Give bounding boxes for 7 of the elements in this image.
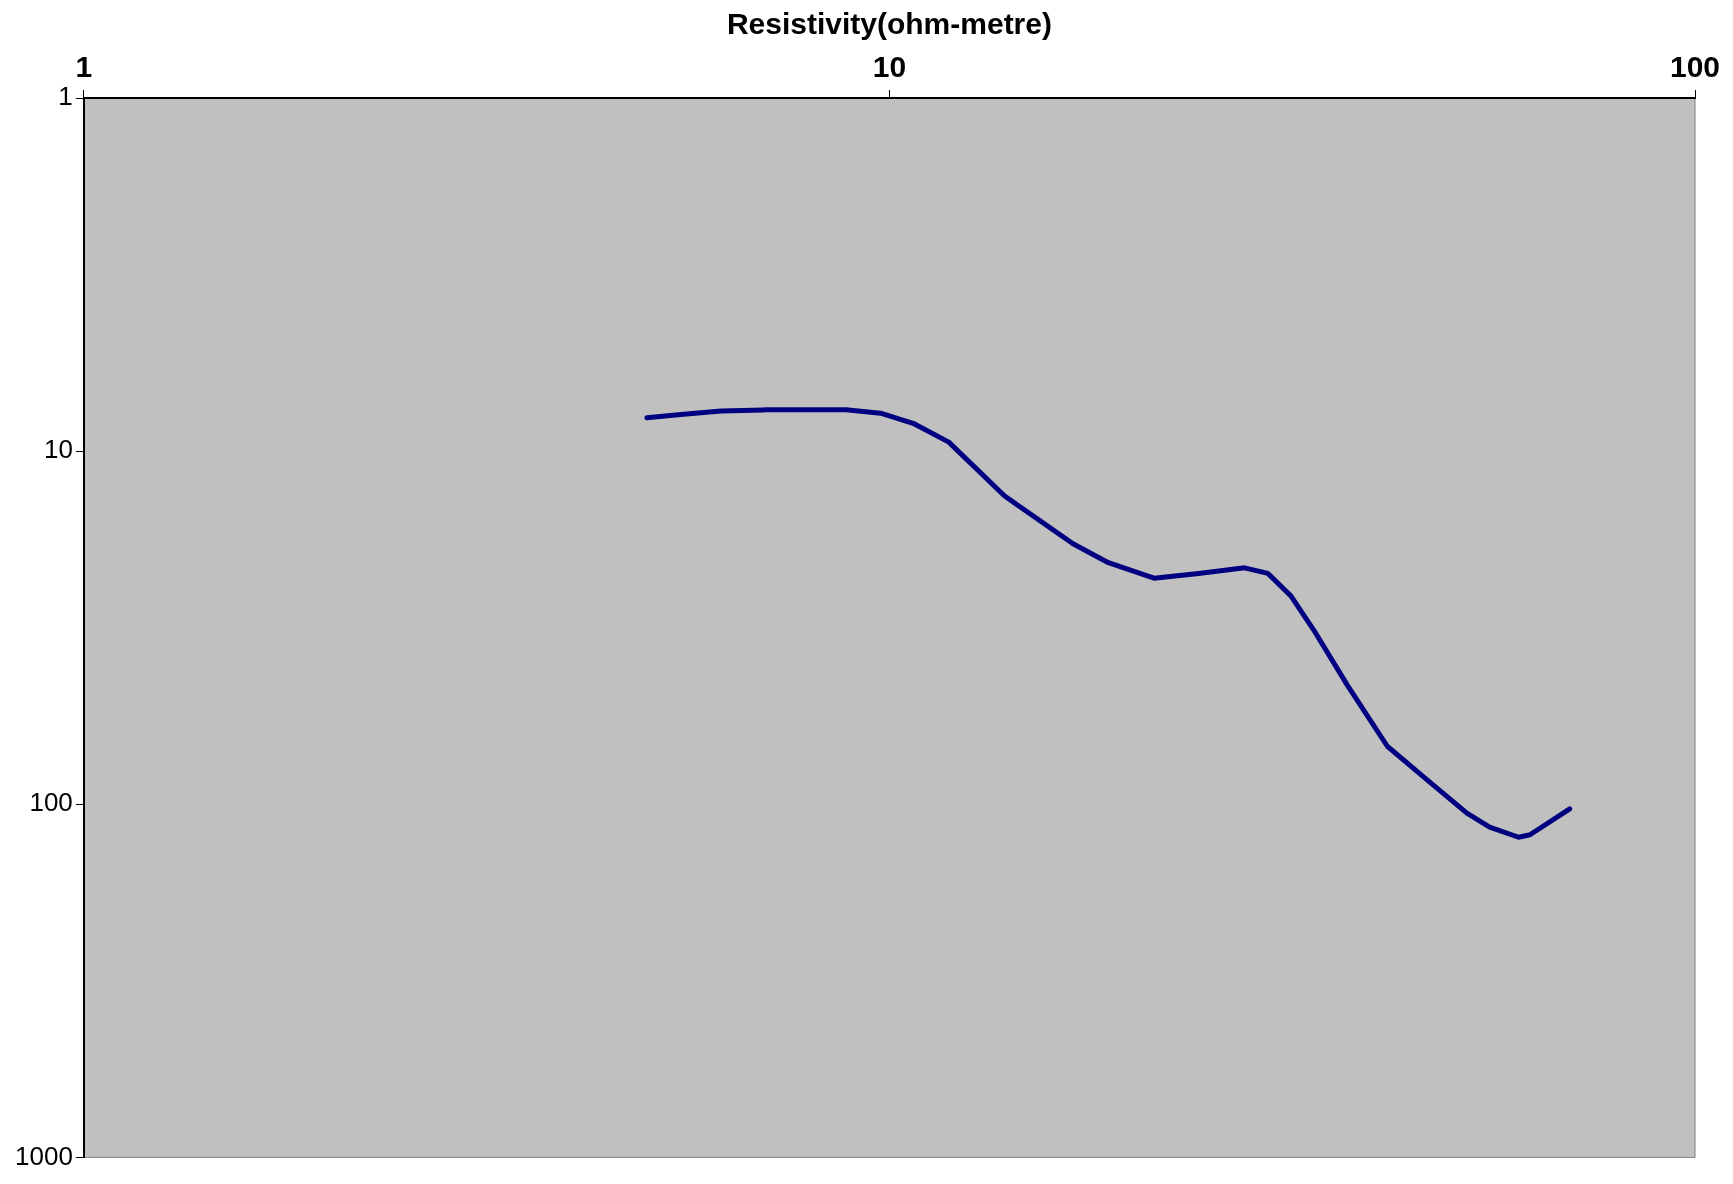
y-tick-label: 1000	[15, 1140, 73, 1171]
y-tick-label: 1	[58, 81, 73, 112]
y-tick-label: 10	[43, 434, 73, 465]
y-tick-label: 100	[29, 787, 73, 818]
x-tick-label: 10	[872, 50, 907, 84]
x-axis-title: Resistivity(ohm-metre)	[726, 7, 1052, 41]
x-tick-label: 100	[1669, 50, 1721, 84]
